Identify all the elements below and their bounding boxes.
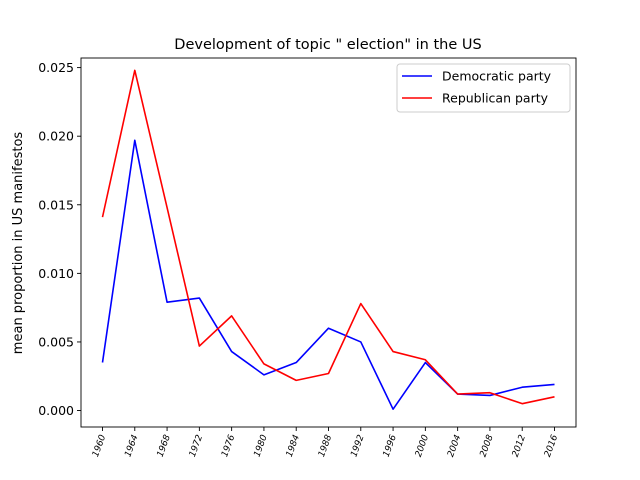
y-tick-label: 0.005 — [38, 334, 74, 349]
legend-box — [396, 63, 571, 113]
y-axis: 0.000 0.005 0.010 0.015 0.020 0.025 — [38, 60, 81, 418]
y-tick-label: 0.000 — [38, 403, 74, 418]
legend: Democratic party Republican party — [396, 63, 571, 113]
y-tick-label: 0.010 — [38, 266, 74, 281]
legend-label-1: Republican party — [442, 91, 549, 106]
y-axis-label: mean proportion in US manifestos — [11, 132, 26, 355]
y-tick-label: 0.015 — [38, 197, 74, 212]
chart-title: Development of topic " election" in the … — [174, 37, 481, 53]
series-line-0 — [101, 139, 555, 410]
series-line-1 — [101, 69, 555, 405]
y-tick-label: 0.025 — [38, 60, 74, 75]
plot-lines — [101, 69, 555, 410]
legend-label-0: Democratic party — [442, 69, 552, 84]
y-tick-label: 0.020 — [38, 129, 74, 144]
